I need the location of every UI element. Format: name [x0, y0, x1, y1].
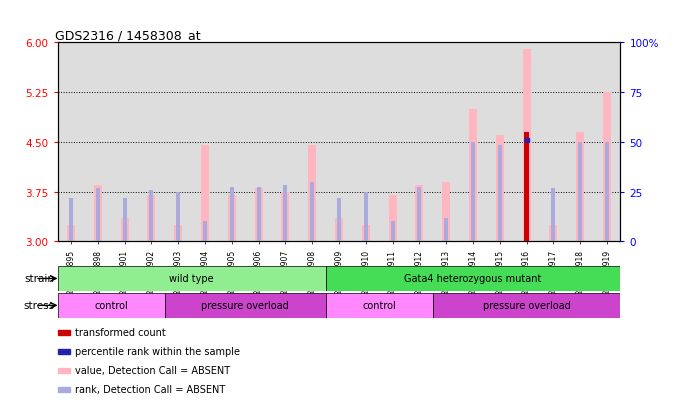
Text: GSM126915: GSM126915: [496, 249, 504, 295]
Bar: [576, 133, 584, 242]
Bar: [525, 138, 529, 142]
Bar: [603, 93, 611, 242]
Bar: [67, 225, 75, 242]
Bar: [174, 225, 182, 242]
Bar: [364, 192, 367, 242]
Bar: [165, 293, 325, 318]
Bar: [308, 146, 316, 242]
Bar: [201, 146, 209, 242]
Text: GSM126908: GSM126908: [308, 249, 317, 295]
Text: GSM126895: GSM126895: [66, 249, 75, 295]
Text: control: control: [94, 301, 128, 311]
Text: value, Detection Call = ABSENT: value, Detection Call = ABSENT: [75, 366, 230, 375]
Text: GSM126911: GSM126911: [388, 249, 397, 295]
Text: GSM126918: GSM126918: [576, 249, 584, 295]
Bar: [58, 266, 325, 291]
Text: GSM126906: GSM126906: [254, 249, 263, 295]
Bar: [524, 133, 529, 242]
Bar: [416, 185, 423, 242]
Text: pressure overload: pressure overload: [483, 301, 570, 311]
Text: GSM126909: GSM126909: [334, 249, 344, 295]
Text: pressure overload: pressure overload: [201, 301, 289, 311]
Bar: [311, 182, 314, 242]
Bar: [525, 136, 529, 242]
Bar: [388, 195, 397, 242]
Bar: [228, 195, 236, 242]
Text: GSM126914: GSM126914: [468, 249, 477, 295]
Bar: [58, 293, 165, 318]
Bar: [335, 218, 343, 242]
Bar: [578, 142, 582, 242]
Bar: [549, 225, 557, 242]
Bar: [281, 192, 290, 242]
Text: GSM126901: GSM126901: [120, 249, 129, 295]
Bar: [362, 225, 370, 242]
Text: Gata4 heterozygous mutant: Gata4 heterozygous mutant: [404, 274, 542, 284]
Text: GSM126902: GSM126902: [147, 249, 156, 295]
Bar: [496, 136, 504, 242]
Bar: [203, 222, 207, 242]
Text: control: control: [362, 301, 396, 311]
Bar: [605, 142, 609, 242]
Bar: [442, 182, 450, 242]
Text: stress: stress: [23, 301, 54, 311]
Bar: [256, 188, 260, 242]
Text: GSM126898: GSM126898: [94, 249, 102, 295]
Bar: [469, 109, 477, 242]
Bar: [176, 192, 180, 242]
Text: percentile rank within the sample: percentile rank within the sample: [75, 347, 239, 356]
Text: GSM126913: GSM126913: [441, 249, 451, 295]
Text: strain: strain: [24, 274, 54, 284]
Bar: [121, 218, 129, 242]
Bar: [325, 266, 620, 291]
Bar: [147, 195, 155, 242]
Text: GSM126910: GSM126910: [361, 249, 370, 295]
Bar: [391, 222, 395, 242]
Text: GSM126919: GSM126919: [603, 249, 612, 295]
Bar: [230, 188, 234, 242]
Bar: [69, 199, 73, 242]
Text: GSM126907: GSM126907: [281, 249, 290, 295]
Bar: [551, 189, 555, 242]
Text: wild type: wild type: [170, 274, 214, 284]
Bar: [523, 50, 531, 242]
Bar: [444, 218, 448, 242]
Text: GSM126912: GSM126912: [415, 249, 424, 295]
Text: GSM126903: GSM126903: [174, 249, 182, 295]
Bar: [433, 293, 620, 318]
Text: GSM126905: GSM126905: [227, 249, 237, 295]
Bar: [471, 142, 475, 242]
Bar: [255, 189, 262, 242]
Bar: [418, 188, 422, 242]
Text: GDS2316 / 1458308_at: GDS2316 / 1458308_at: [55, 29, 201, 42]
Bar: [337, 199, 341, 242]
Bar: [96, 189, 100, 242]
Text: GSM126904: GSM126904: [201, 249, 210, 295]
Bar: [94, 185, 102, 242]
Text: transformed count: transformed count: [75, 328, 165, 337]
Text: GSM126917: GSM126917: [549, 249, 558, 295]
Text: rank, Detection Call = ABSENT: rank, Detection Call = ABSENT: [75, 385, 225, 394]
Bar: [149, 190, 153, 242]
Bar: [498, 146, 502, 242]
Bar: [123, 199, 127, 242]
Bar: [283, 185, 287, 242]
Bar: [325, 293, 433, 318]
Text: GSM126916: GSM126916: [522, 249, 531, 295]
